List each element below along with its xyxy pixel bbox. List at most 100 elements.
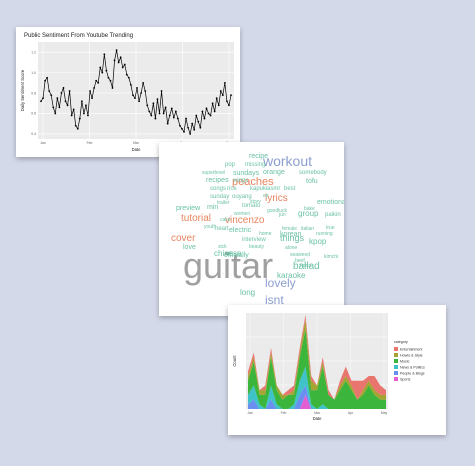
- cloud-word: group: [298, 209, 319, 218]
- cloud-word: beef: [295, 258, 305, 264]
- series-line: [40, 50, 232, 136]
- data-point: [211, 102, 214, 105]
- x-tick-label: Jan: [40, 141, 46, 145]
- data-point: [89, 90, 91, 92]
- data-point: [42, 97, 44, 100]
- data-point: [107, 76, 110, 79]
- cloud-word: electric: [229, 227, 252, 234]
- data-point: [125, 73, 128, 76]
- data-point: [219, 90, 222, 92]
- data-point: [160, 90, 163, 92]
- data-point: [46, 76, 49, 79]
- data-point: [209, 114, 212, 117]
- cloud-word: superbowl: [202, 170, 225, 176]
- y-axis-label: Daily Sentiment Score: [20, 69, 25, 111]
- x-tick-label: Jan: [247, 411, 253, 415]
- cloud-word: paikin: [325, 212, 341, 218]
- category-area-chart: Jan Feb Mar Apr May Date Count category Ente…: [232, 313, 425, 421]
- cloud-word: bake: [304, 206, 315, 212]
- data-point: [58, 106, 61, 109]
- data-point: [142, 81, 145, 84]
- legend-label: Sports: [400, 377, 411, 381]
- data-point: [199, 126, 202, 129]
- data-point: [213, 110, 216, 113]
- data-point: [113, 59, 116, 62]
- cloud-word: min: [207, 204, 218, 211]
- data-point: [215, 97, 218, 100]
- data-point: [68, 90, 71, 92]
- cloud-word: kimchi: [324, 254, 338, 260]
- chart-title: Public Sentiment From Youtube Trending: [24, 33, 133, 39]
- data-point: [181, 127, 183, 130]
- data-point: [123, 63, 126, 66]
- legend: Entertainment Howto & Style Music News & Po…: [394, 347, 425, 381]
- cloud-word: pop: [225, 162, 236, 168]
- cloud-word: isnt: [265, 293, 284, 307]
- data-point: [191, 122, 194, 125]
- cloud-word: cover: [171, 233, 196, 244]
- x-tick-label: Feb: [87, 141, 93, 145]
- sentiment-line-chart-card: Public Sentiment From Youtube Trending 0…: [16, 27, 240, 157]
- cloud-word: interview: [242, 237, 266, 243]
- cloud-word: emotional: [317, 199, 344, 206]
- cloud-word: tomato: [242, 203, 261, 209]
- data-point: [136, 87, 138, 89]
- data-point: [207, 112, 210, 115]
- data-point: [129, 83, 132, 86]
- x-tick-label: Apr: [348, 411, 354, 415]
- data-point: [52, 106, 55, 109]
- data-point: [62, 87, 65, 89]
- data-point: [132, 94, 134, 96]
- data-point: [40, 100, 42, 103]
- area-layer: [248, 319, 386, 400]
- y-tick-label: 1.2: [31, 50, 36, 54]
- cloud-word: trailer: [217, 200, 230, 206]
- data-point: [148, 110, 151, 113]
- data-point: [103, 53, 106, 56]
- cloud-word: recipes: [206, 177, 229, 184]
- data-point: [226, 100, 228, 103]
- data-point: [72, 108, 75, 111]
- data-point: [121, 66, 124, 69]
- sentiment-line-chart: Public Sentiment From Youtube Trending 0…: [20, 33, 234, 152]
- category-area-chart-card: Jan Feb Mar Apr May Date Count category Ente…: [228, 305, 446, 435]
- cloud-word: missing: [245, 162, 265, 168]
- cloud-word: kapuki: [250, 186, 267, 192]
- data-point: [50, 94, 53, 96]
- data-point: [183, 130, 185, 133]
- cloud-word: workout: [262, 153, 312, 169]
- cloud-word: peaches: [232, 176, 274, 188]
- cloud-word: seaweed: [290, 252, 310, 258]
- legend-label: Entertainment: [400, 347, 422, 351]
- data-point: [60, 92, 63, 94]
- data-point: [193, 128, 196, 131]
- cloud-word: beauty: [249, 244, 265, 250]
- data-point: [172, 116, 175, 119]
- cloud-word: alone: [285, 245, 297, 251]
- data-point: [152, 102, 155, 105]
- cloud-word: true: [326, 225, 335, 231]
- cloud-word: somebody: [299, 170, 327, 176]
- cloud-word: love: [183, 244, 196, 251]
- data-point: [56, 97, 59, 100]
- cloud-word: tutorial: [181, 213, 211, 224]
- cloud-word: lyrics: [265, 193, 288, 204]
- cloud-word: asmr: [267, 186, 280, 192]
- y-tick-label: 0.8: [31, 91, 36, 95]
- data-point: [197, 120, 200, 123]
- cloud-word: female: [282, 226, 297, 232]
- data-point: [48, 90, 51, 92]
- cloud-word: recipe: [249, 153, 268, 160]
- data-point: [78, 117, 81, 120]
- x-axis-label: Date: [313, 416, 323, 421]
- data-point: [156, 98, 159, 101]
- data-point: [205, 107, 208, 110]
- cloud-word: women: [234, 211, 250, 217]
- area-layers: [248, 314, 386, 409]
- wordcloud-card: guitar workout peaches lovely isnt cover tutor…: [159, 142, 344, 316]
- cloud-word: sunday: [210, 194, 229, 200]
- data-point: [74, 124, 77, 127]
- legend-swatch: [394, 377, 398, 381]
- data-point: [179, 124, 181, 127]
- legend-label: Howto & Style: [400, 353, 423, 357]
